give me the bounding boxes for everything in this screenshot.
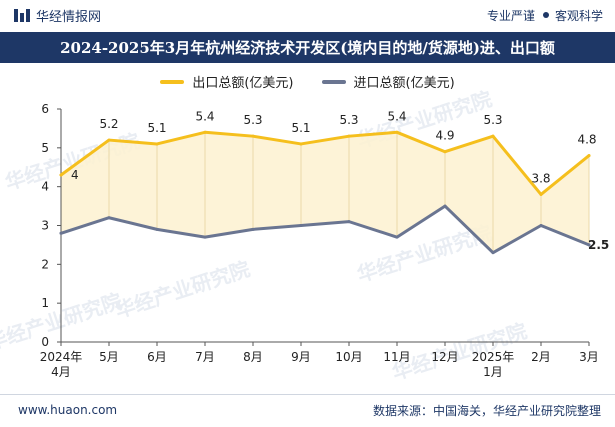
import-point-2	[155, 227, 159, 231]
export-series-line	[59, 130, 591, 196]
brand-logo-icon	[14, 8, 30, 22]
export-point-6	[347, 134, 351, 138]
import-point-0	[59, 231, 63, 235]
export-point-8	[443, 150, 447, 154]
watermark-5: 华经产业研究院	[0, 289, 125, 355]
export-data-label-11: 4.8	[577, 133, 596, 147]
bullet-dot-icon	[542, 12, 549, 18]
chart-title: 2024-2025年3月年杭州经济技术开发区(境内目的地/货源地)进、出口额	[0, 32, 615, 63]
x-tick-label-0-1: 4月	[51, 365, 71, 379]
brand[interactable]: 华经情报网	[14, 6, 101, 25]
export-data-label-2: 5.1	[147, 121, 166, 135]
tagline: 专业严谨 客观科学	[487, 7, 603, 24]
x-tick-label-3-0: 7月	[195, 350, 215, 364]
x-tick-label-5-0: 9月	[291, 350, 311, 364]
legend-item-export[interactable]: 出口总额(亿美元)	[160, 72, 294, 91]
legend-item-import[interactable]: 进口总额(亿美元)	[321, 72, 455, 91]
legend-import-swatch	[321, 79, 346, 84]
import-data-label-last: 2.5	[588, 238, 609, 252]
import-point-3	[203, 235, 207, 239]
x-tick-label-7-0: 11月	[383, 350, 410, 364]
y-tick-label-1: 1	[41, 296, 49, 310]
watermark-1: 华经产业研究院	[112, 257, 253, 323]
x-tick-label-2-0: 6月	[147, 350, 167, 364]
export-point-3	[203, 130, 207, 134]
x-tick-label-6-0: 10月	[335, 350, 362, 364]
x-tick-label-11-0: 3月	[579, 350, 599, 364]
export-point-4	[251, 134, 255, 138]
tagline-1: 专业严谨	[486, 8, 535, 23]
import-point-8	[443, 204, 447, 208]
footer: www.huaon.com 数据来源：中国海关，华经产业研究院整理	[0, 396, 615, 424]
import-point-1	[107, 216, 111, 220]
export-point-1	[107, 138, 111, 142]
export-data-label-10: 3.8	[531, 171, 550, 185]
import-point-10	[539, 224, 543, 227]
import-point-4	[251, 227, 255, 231]
chart-title-text: 2024-2025年3月年杭州经济技术开发区(境内目的地/货源地)进、出口额	[60, 39, 555, 57]
export-point-0	[59, 173, 63, 177]
footer-url[interactable]: www.huaon.com	[18, 403, 118, 417]
export-point-10	[539, 192, 543, 196]
export-data-label-4: 5.3	[243, 113, 262, 127]
legend: 出口总额(亿美元) 进口总额(亿美元)	[0, 72, 615, 91]
import-series-line	[59, 204, 591, 255]
export-data-label-7: 5.4	[387, 109, 406, 123]
tagline-2: 客观科学	[554, 8, 603, 23]
export-data-label-6: 5.3	[339, 113, 358, 127]
legend-export-label: 出口总额(亿美元)	[192, 76, 294, 91]
export-data-label-5: 5.1	[291, 121, 310, 135]
import-point-9	[491, 251, 495, 255]
export-data-label-0: 4	[71, 168, 79, 182]
y-tick-label-0: 0	[41, 335, 49, 349]
y-tick-label-6: 6	[41, 102, 49, 116]
x-tick-label-9-1: 1月	[483, 365, 503, 379]
y-tick-label-5: 5	[41, 141, 49, 155]
x-tick-label-4-0: 8月	[243, 350, 263, 364]
x-tick-label-1-0: 5月	[99, 350, 119, 364]
import-point-5	[299, 224, 303, 227]
export-data-label-8: 4.9	[435, 129, 454, 143]
import-point-6	[347, 220, 351, 224]
export-data-label-1: 5.2	[99, 117, 118, 131]
y-tick-label-3: 3	[41, 219, 49, 233]
footer-divider	[0, 394, 615, 395]
top-bar: 华经情报网 专业严谨 客观科学	[0, 0, 615, 30]
export-point-11	[587, 154, 591, 158]
x-tick-label-10-0: 2月	[531, 350, 551, 364]
footer-source: 数据来源：中国海关，华经产业研究院整理	[372, 403, 601, 418]
x-tick-label-9-0: 2025年	[472, 350, 515, 364]
export-data-label-3: 5.4	[195, 109, 214, 123]
y-tick-label-2: 2	[41, 257, 49, 271]
x-tick-label-8-0: 12月	[431, 350, 458, 364]
y-tick-label-4: 4	[41, 180, 49, 194]
export-point-5	[299, 142, 303, 146]
brand-name: 华经情报网	[36, 9, 102, 25]
export-point-2	[155, 142, 159, 146]
export-data-label-9: 5.3	[483, 113, 502, 127]
legend-import-label: 进口总额(亿美元)	[353, 76, 455, 91]
import-point-7	[395, 235, 399, 239]
export-point-9	[491, 134, 495, 138]
import-point-11	[587, 243, 591, 247]
legend-export-swatch	[160, 79, 185, 84]
export-point-7	[395, 130, 399, 134]
area-between-series	[61, 132, 589, 253]
x-tick-label-0-0: 2024年	[40, 350, 83, 364]
